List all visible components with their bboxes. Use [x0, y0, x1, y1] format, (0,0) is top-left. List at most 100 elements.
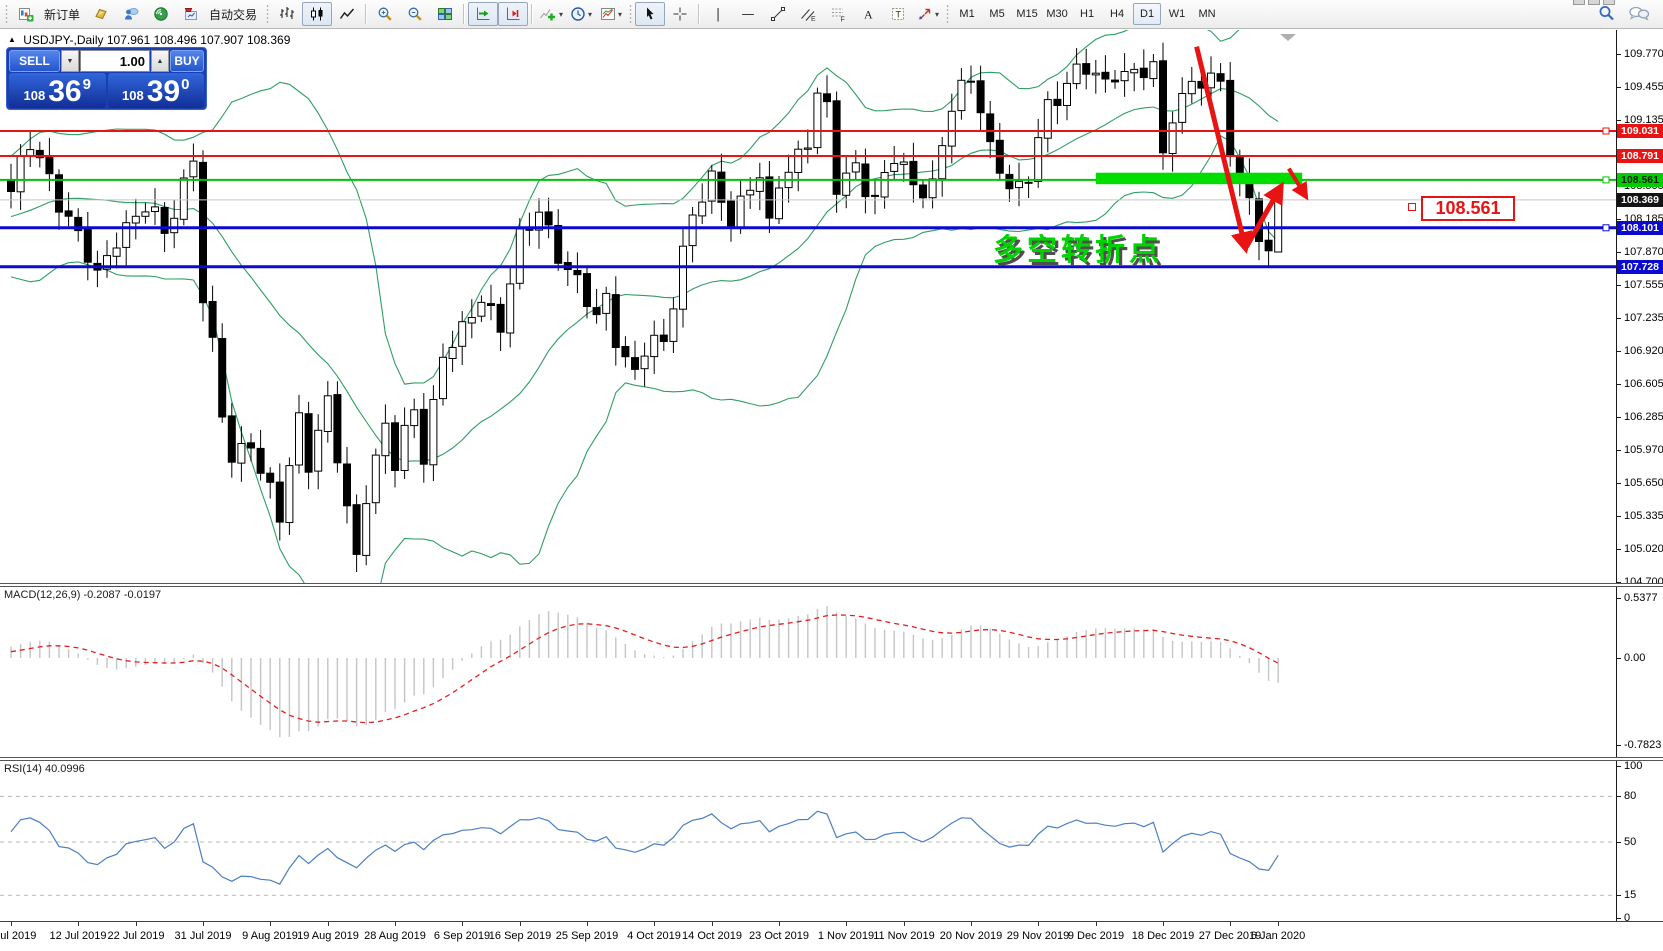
price-tick-label: 105.970 — [1624, 444, 1663, 456]
sell-price[interactable]: 108 36 9 — [9, 73, 106, 108]
macd-pane[interactable] — [0, 586, 1616, 757]
date-tick-label: 6 Jan 2020 — [1250, 930, 1306, 942]
text-tool-button[interactable]: A — [853, 2, 883, 26]
toolbar-grip[interactable] — [5, 4, 8, 24]
price-chart-pane[interactable] — [0, 30, 1616, 583]
volume-increase-button[interactable]: ▲ — [151, 50, 169, 72]
templates-button[interactable]: ▾ — [596, 2, 626, 26]
date-tick-label: 19 Aug 2019 — [297, 930, 359, 942]
support-band[interactable] — [1095, 172, 1303, 185]
callout-anchor-node[interactable] — [1408, 203, 1416, 211]
line-chart-button[interactable] — [332, 2, 362, 26]
dropdown-caret: ▾ — [935, 9, 940, 19]
new-order-button[interactable] — [11, 2, 41, 26]
chart-window: ▲ USDJPY-,Daily 107.961 108.496 107.907 … — [0, 29, 1663, 951]
timeframe-M1[interactable]: M1 — [959, 8, 975, 20]
buy-price[interactable]: 108 39 0 — [107, 73, 204, 108]
rsi-indicator-label: RSI(14) 40.0996 — [4, 763, 85, 775]
toolbar-grip[interactable] — [946, 4, 950, 24]
timeframe-W1[interactable]: W1 — [1168, 8, 1186, 20]
chart-shift-icon — [507, 7, 520, 20]
rsi-tick-label: 50 — [1624, 836, 1637, 848]
price-tick-label: 107.235 — [1624, 312, 1663, 324]
autotrading-button[interactable] — [176, 2, 206, 26]
restore-button[interactable] — [1588, 0, 1600, 5]
macd-tick-label: 0.00 — [1624, 652, 1646, 664]
pane-splitter[interactable] — [0, 583, 1663, 587]
dropdown-caret: ▾ — [618, 9, 623, 19]
zoom-out-button[interactable] — [400, 2, 430, 26]
timeframe-H1[interactable]: H1 — [1080, 8, 1095, 20]
rsi-tick-label: 15 — [1624, 889, 1637, 901]
timeframe-M30[interactable]: M30 — [1046, 8, 1068, 20]
auto-scroll-button[interactable] — [468, 2, 499, 26]
chat-icon[interactable] — [1627, 4, 1651, 24]
trend-arrow[interactable] — [1244, 181, 1284, 248]
crosshair-tool-button[interactable] — [665, 2, 695, 26]
trend-arrow[interactable] — [1194, 46, 1253, 255]
date-tick-label: 1 Nov 2019 — [817, 930, 875, 942]
pane-splitter[interactable] — [0, 757, 1663, 761]
autotrading-icon — [184, 8, 198, 20]
date-tick-label: 28 Aug 2019 — [364, 930, 426, 942]
crosshair-icon — [673, 7, 687, 21]
dropdown-caret: ▾ — [588, 9, 593, 19]
price-tick-label: 105.020 — [1624, 543, 1663, 555]
toolbar-grip[interactable] — [266, 4, 270, 24]
rsi-pane[interactable] — [0, 760, 1616, 921]
cursor-tool-button[interactable] — [635, 2, 666, 26]
macd-indicator-label: MACD(12,26,9) -0.2087 -0.0197 — [4, 589, 162, 601]
fibonacci-tool-button[interactable]: F — [823, 2, 853, 26]
chart-annotation-text[interactable]: 多空转折点 — [993, 234, 1163, 267]
timeframe-H4[interactable]: H4 — [1110, 8, 1125, 20]
buy-button[interactable]: BUY — [170, 50, 204, 72]
periods-button[interactable]: ▾ — [566, 2, 596, 26]
trend-arrow[interactable] — [1287, 167, 1309, 201]
timeframe-M5[interactable]: M5 — [989, 8, 1005, 20]
zoom-in-button[interactable] — [370, 2, 400, 26]
clock-icon — [571, 7, 585, 21]
price-axis[interactable]: 109.770109.455109.135108.505108.185107.8… — [1616, 30, 1663, 924]
arrows-tool-button[interactable]: ▾ — [913, 2, 943, 26]
chart-shift-marker[interactable] — [1280, 34, 1296, 41]
text-label-tool-button[interactable]: T — [883, 2, 913, 26]
chart-shift-button[interactable] — [498, 2, 529, 26]
metaeditor-button[interactable] — [86, 2, 116, 26]
toolbar-grip[interactable] — [629, 4, 633, 24]
volume-input[interactable] — [80, 50, 150, 72]
search-icon[interactable] — [1597, 4, 1617, 24]
timeframe-M15[interactable]: M15 — [1016, 8, 1038, 20]
indicators-button[interactable]: ▾ — [536, 2, 566, 26]
price-callout-label[interactable]: 108.561 — [1421, 196, 1515, 221]
channel-tool-button[interactable]: E — [793, 2, 823, 26]
volume-decrease-button[interactable]: ▼ — [61, 50, 79, 72]
bar-chart-button[interactable] — [272, 2, 302, 26]
date-axis-separator — [0, 921, 1663, 922]
candlestick-chart-button[interactable] — [302, 2, 333, 26]
tile-windows-icon — [438, 8, 453, 20]
dropdown-caret: ▾ — [559, 9, 564, 19]
signals-button[interactable] — [146, 2, 176, 26]
price-tick-label: 105.335 — [1624, 510, 1663, 522]
price-tick-label: 109.770 — [1624, 48, 1663, 60]
sell-button[interactable]: SELL — [9, 50, 60, 72]
mql5-community-button[interactable] — [116, 2, 146, 26]
timeframe-D1[interactable]: D1 — [1133, 3, 1162, 25]
close-button[interactable] — [1603, 0, 1615, 5]
timeframe-MN[interactable]: MN — [1198, 8, 1216, 20]
chart-title: ▲ USDJPY-,Daily 107.961 108.496 107.907 … — [8, 33, 290, 47]
trendline-tool-button[interactable] — [763, 2, 793, 26]
toolbar: 新订单 自动交易 — [0, 0, 1663, 29]
tile-windows-button[interactable] — [430, 2, 460, 26]
zoom-out-icon — [408, 7, 422, 21]
autotrading-label[interactable]: 自动交易 — [209, 7, 258, 22]
minimize-button[interactable] — [1573, 0, 1585, 5]
new-order-label[interactable]: 新订单 — [44, 7, 81, 22]
horizontal-line-tool-button[interactable]: — — [733, 2, 763, 26]
collapse-triangle-icon[interactable]: ▲ — [8, 35, 16, 44]
vertical-line-tool-button[interactable]: | — [703, 2, 733, 26]
equidistant-channel-icon: E — [800, 9, 816, 22]
price-tag: 108.101 — [1617, 221, 1663, 235]
